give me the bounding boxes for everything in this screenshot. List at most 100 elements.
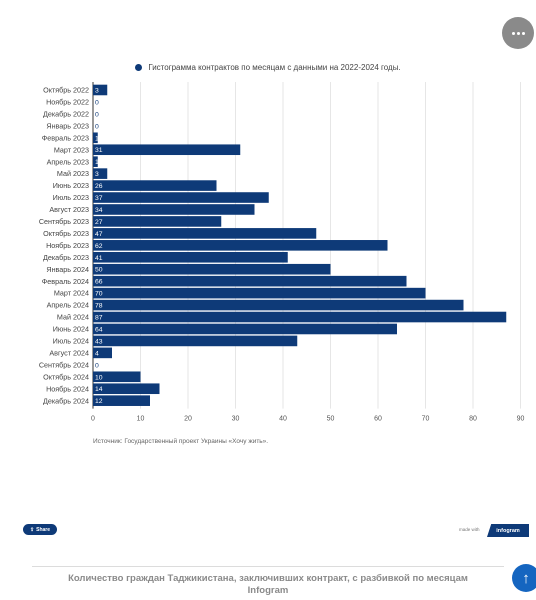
data-label: 3 bbox=[95, 171, 99, 178]
share-label: Share bbox=[36, 526, 51, 533]
category-label: Январь 2024 bbox=[46, 265, 89, 274]
category-label: Апрель 2024 bbox=[47, 301, 89, 310]
data-label: 10 bbox=[95, 374, 103, 381]
bar bbox=[93, 287, 426, 299]
footer-divider bbox=[32, 566, 504, 567]
scroll-to-top-button[interactable]: ↑ bbox=[512, 564, 536, 592]
source-note: Источник: Государственный проект Украины… bbox=[93, 438, 269, 445]
data-label: 14 bbox=[95, 386, 103, 393]
data-label: 0 bbox=[95, 111, 99, 118]
data-label: 27 bbox=[95, 219, 103, 226]
bar bbox=[93, 311, 507, 323]
category-label: Февраль 2023 bbox=[42, 133, 89, 142]
bar bbox=[93, 216, 222, 227]
category-label: Август 2024 bbox=[49, 348, 89, 357]
data-label: 41 bbox=[95, 255, 103, 262]
bar bbox=[93, 371, 141, 383]
chart-legend: Гистограмма контрактов по месяцам с данн… bbox=[0, 63, 536, 72]
x-tick-label: 50 bbox=[327, 416, 335, 423]
category-label: Ноябрь 2022 bbox=[46, 98, 89, 107]
data-label: 47 bbox=[95, 231, 103, 238]
category-label: Октябрь 2023 bbox=[43, 229, 89, 238]
data-label: 64 bbox=[95, 326, 103, 333]
category-label: Декабрь 2024 bbox=[43, 396, 89, 405]
data-label: 66 bbox=[95, 279, 103, 286]
category-label: Май 2024 bbox=[57, 313, 89, 322]
x-tick-label: 0 bbox=[91, 416, 95, 423]
more-dots-icon bbox=[511, 31, 525, 35]
bar bbox=[93, 132, 98, 144]
data-label: 70 bbox=[95, 291, 103, 298]
category-label: Июль 2024 bbox=[53, 337, 89, 346]
data-label: 0 bbox=[95, 362, 99, 369]
more-options-button[interactable] bbox=[502, 17, 534, 49]
share-icon: ⇪ bbox=[29, 526, 35, 533]
infogram-logo[interactable]: infogram bbox=[487, 524, 529, 537]
footer-title: Количество граждан Таджикистана, заключи… bbox=[32, 573, 504, 597]
data-label: 78 bbox=[95, 303, 103, 310]
data-label: 26 bbox=[95, 183, 103, 190]
data-label: 34 bbox=[95, 207, 103, 214]
category-label: Март 2024 bbox=[54, 289, 89, 298]
bar bbox=[93, 240, 388, 251]
bar bbox=[93, 275, 407, 287]
category-label: Март 2023 bbox=[54, 145, 89, 154]
category-label: Декабрь 2023 bbox=[43, 253, 89, 262]
bar bbox=[93, 347, 112, 359]
category-label: Ноябрь 2023 bbox=[46, 241, 89, 250]
bar bbox=[93, 192, 269, 203]
footer-title-text: Количество граждан Таджикистана, заключи… bbox=[68, 573, 468, 584]
x-tick-label: 60 bbox=[374, 416, 382, 423]
category-label: Май 2023 bbox=[57, 169, 89, 178]
category-label: Ноябрь 2024 bbox=[46, 384, 89, 393]
data-label: 0 bbox=[95, 99, 99, 106]
category-label: Июль 2023 bbox=[53, 193, 89, 202]
category-label: Апрель 2023 bbox=[47, 157, 89, 166]
bar bbox=[93, 299, 464, 311]
x-tick-label: 30 bbox=[232, 416, 240, 423]
bar bbox=[93, 323, 397, 335]
x-tick-label: 70 bbox=[422, 416, 430, 423]
category-label: Февраль 2024 bbox=[42, 277, 89, 286]
data-label: 12 bbox=[95, 398, 103, 405]
bar bbox=[93, 335, 298, 347]
share-button[interactable]: ⇪ Share bbox=[23, 524, 57, 535]
bar bbox=[93, 168, 108, 179]
data-label: 87 bbox=[95, 315, 103, 322]
category-label: Октябрь 2024 bbox=[43, 372, 89, 381]
data-label: 1 bbox=[95, 135, 99, 142]
x-tick-label: 40 bbox=[279, 416, 287, 423]
category-label: Сентябрь 2023 bbox=[39, 217, 89, 226]
data-label: 50 bbox=[95, 267, 103, 274]
data-label: 43 bbox=[95, 338, 103, 345]
category-label: Декабрь 2022 bbox=[43, 109, 89, 118]
category-label: Август 2023 bbox=[49, 205, 89, 214]
arrow-up-icon: ↑ bbox=[522, 569, 530, 587]
data-label: 37 bbox=[95, 195, 103, 202]
bar bbox=[93, 383, 160, 395]
made-with-text: made with bbox=[459, 527, 480, 532]
bar bbox=[93, 144, 241, 156]
category-label: Июнь 2023 bbox=[53, 181, 89, 190]
bar bbox=[93, 156, 98, 167]
category-label: Январь 2023 bbox=[46, 121, 89, 130]
bar bbox=[93, 263, 331, 275]
category-label: Сентябрь 2024 bbox=[39, 360, 89, 369]
data-label: 1 bbox=[95, 159, 99, 166]
legend-marker bbox=[135, 64, 143, 71]
bar bbox=[93, 204, 255, 215]
category-label: Октябрь 2022 bbox=[43, 86, 89, 95]
bar bbox=[93, 180, 217, 191]
data-label: 3 bbox=[95, 87, 99, 94]
legend-label: Гистограмма контрактов по месяцам с данн… bbox=[148, 63, 401, 72]
data-label: 31 bbox=[95, 147, 103, 154]
x-tick-label: 80 bbox=[469, 416, 477, 423]
bar bbox=[93, 395, 150, 406]
footer-subtitle: Infogram bbox=[247, 585, 289, 596]
x-tick-label: 90 bbox=[517, 416, 525, 423]
bar bbox=[93, 84, 108, 96]
x-tick-label: 20 bbox=[184, 416, 192, 423]
bar bbox=[93, 228, 317, 239]
category-label: Июнь 2024 bbox=[53, 325, 89, 334]
